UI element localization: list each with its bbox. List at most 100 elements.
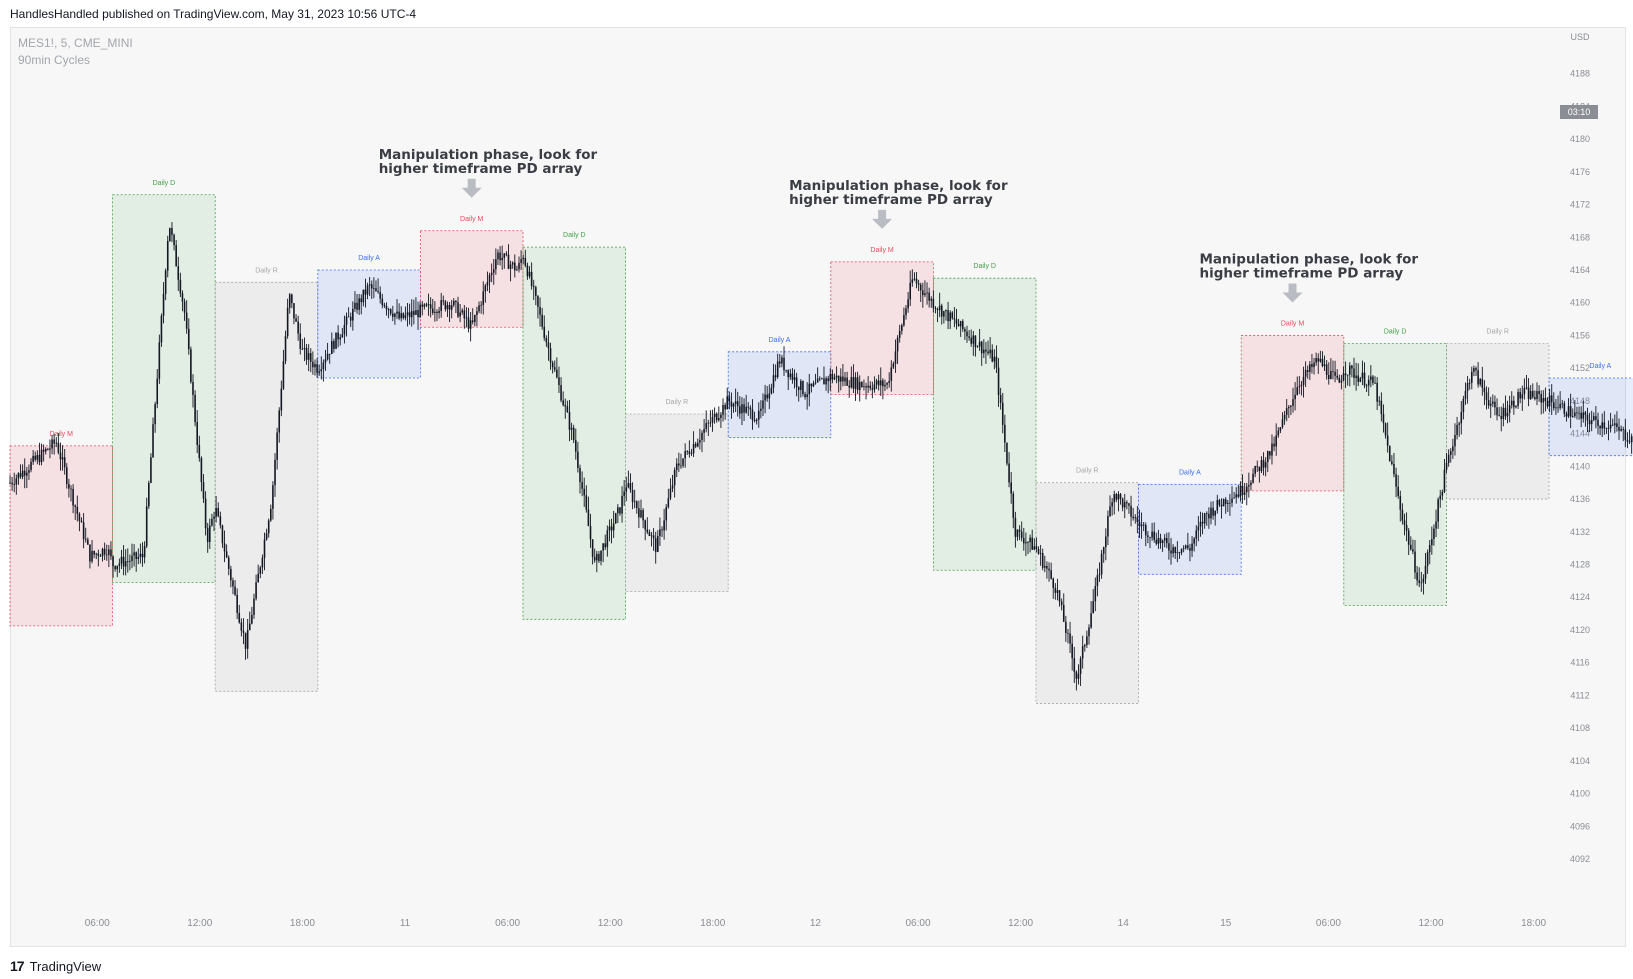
candle-body — [1502, 407, 1505, 419]
candle-body — [1559, 403, 1561, 408]
candle-body — [768, 393, 771, 399]
candle-body — [164, 270, 167, 294]
candle-body — [865, 386, 867, 388]
candle-body — [1414, 551, 1416, 573]
candle-body — [1313, 362, 1315, 368]
candle-body — [139, 553, 142, 557]
candle-body — [1399, 496, 1402, 510]
candle-body — [753, 420, 756, 421]
candle-body — [1224, 499, 1227, 504]
candle-body — [789, 373, 792, 378]
candle-body — [259, 567, 262, 574]
candle-body — [467, 317, 470, 329]
y-tick-label: 4128 — [1570, 560, 1590, 570]
candle-body — [1304, 370, 1307, 377]
candle-body — [76, 506, 79, 514]
candle-body — [1592, 416, 1595, 421]
y-tick-label: 4136 — [1570, 494, 1590, 504]
candle-body — [558, 377, 560, 386]
candle-body — [673, 470, 676, 486]
symbol-legend[interactable]: MES1!, 5, CME_MINI 90min Cycles — [18, 35, 133, 69]
candle-body — [1288, 406, 1290, 409]
candle-body — [989, 349, 991, 354]
candle-body — [181, 293, 184, 302]
candle-body — [1212, 507, 1214, 516]
candle-body — [89, 544, 91, 562]
cycle-box-R — [1446, 343, 1550, 500]
candle-body — [202, 482, 205, 499]
candle-body — [23, 470, 26, 476]
candle-body — [528, 271, 531, 277]
candle-body — [532, 286, 535, 288]
candle-body — [326, 353, 329, 360]
candle-body — [360, 298, 363, 303]
candle-body — [745, 406, 747, 413]
candle-body — [884, 384, 886, 387]
candle-body — [1496, 407, 1498, 416]
candle-body — [1540, 394, 1543, 403]
candle-body — [783, 357, 785, 371]
candle-body — [1208, 513, 1210, 519]
candle-body — [808, 383, 811, 395]
candle-body — [795, 377, 798, 387]
candle-body — [627, 483, 630, 488]
candle-body — [951, 312, 954, 319]
candle-body — [1170, 550, 1172, 554]
candle-body — [324, 359, 327, 363]
candle-body — [1569, 406, 1572, 417]
candle-body — [200, 458, 203, 483]
candle-body — [21, 470, 24, 477]
candle-body — [1485, 392, 1488, 401]
candle-body — [1325, 364, 1328, 375]
cycle-box-D — [1343, 343, 1447, 606]
candle-body — [223, 543, 226, 552]
candle-body — [591, 539, 594, 557]
candle-body — [282, 361, 285, 389]
candle-body — [1214, 510, 1216, 516]
candle-body — [1351, 365, 1353, 369]
y-tick-label: 4132 — [1570, 527, 1590, 537]
candle-body — [896, 337, 899, 352]
candle-body — [1056, 590, 1059, 593]
candle-body — [518, 262, 520, 270]
candle-body — [842, 376, 844, 382]
candle-body — [217, 508, 220, 517]
candle-body — [516, 269, 518, 271]
candle-body — [1250, 482, 1252, 486]
candle-body — [829, 373, 832, 382]
candle-body — [1367, 379, 1370, 386]
candle-body — [1189, 548, 1191, 551]
candle-body — [810, 383, 813, 387]
candle-body — [484, 285, 487, 292]
published-header: HandlesHandled published on TradingView.… — [10, 7, 417, 21]
candle-body — [230, 568, 232, 581]
candle-body — [1517, 391, 1519, 407]
candle-body — [120, 556, 123, 564]
candle-body — [734, 401, 737, 404]
candle-body — [711, 417, 714, 423]
candle-body — [1534, 397, 1536, 400]
candle-body — [1449, 451, 1452, 455]
candle-body — [469, 320, 472, 329]
candle-body — [318, 371, 320, 373]
symbol-title[interactable]: MES1!, 5, CME_MINI — [18, 36, 133, 50]
candle-body — [179, 279, 182, 294]
candle-body — [431, 308, 434, 313]
chart-pane[interactable] — [10, 27, 1626, 947]
candle-body — [1115, 494, 1118, 500]
candle-body — [598, 553, 600, 561]
candle-body — [389, 309, 392, 314]
cycle-label: Daily R — [1076, 468, 1099, 475]
candle-body — [614, 513, 617, 524]
candle-body — [1134, 517, 1137, 519]
candle-body — [1519, 391, 1521, 399]
candle-body — [814, 382, 817, 384]
x-tick-label: 06:00 — [1316, 918, 1341, 929]
candle-body — [1494, 401, 1496, 408]
candle-body — [1277, 430, 1280, 436]
indicator-name[interactable]: 90min Cycles — [18, 53, 91, 67]
tradingview-footer[interactable]: 17 TradingView — [10, 958, 101, 974]
candle-body — [95, 553, 98, 555]
candle-body — [932, 298, 935, 309]
